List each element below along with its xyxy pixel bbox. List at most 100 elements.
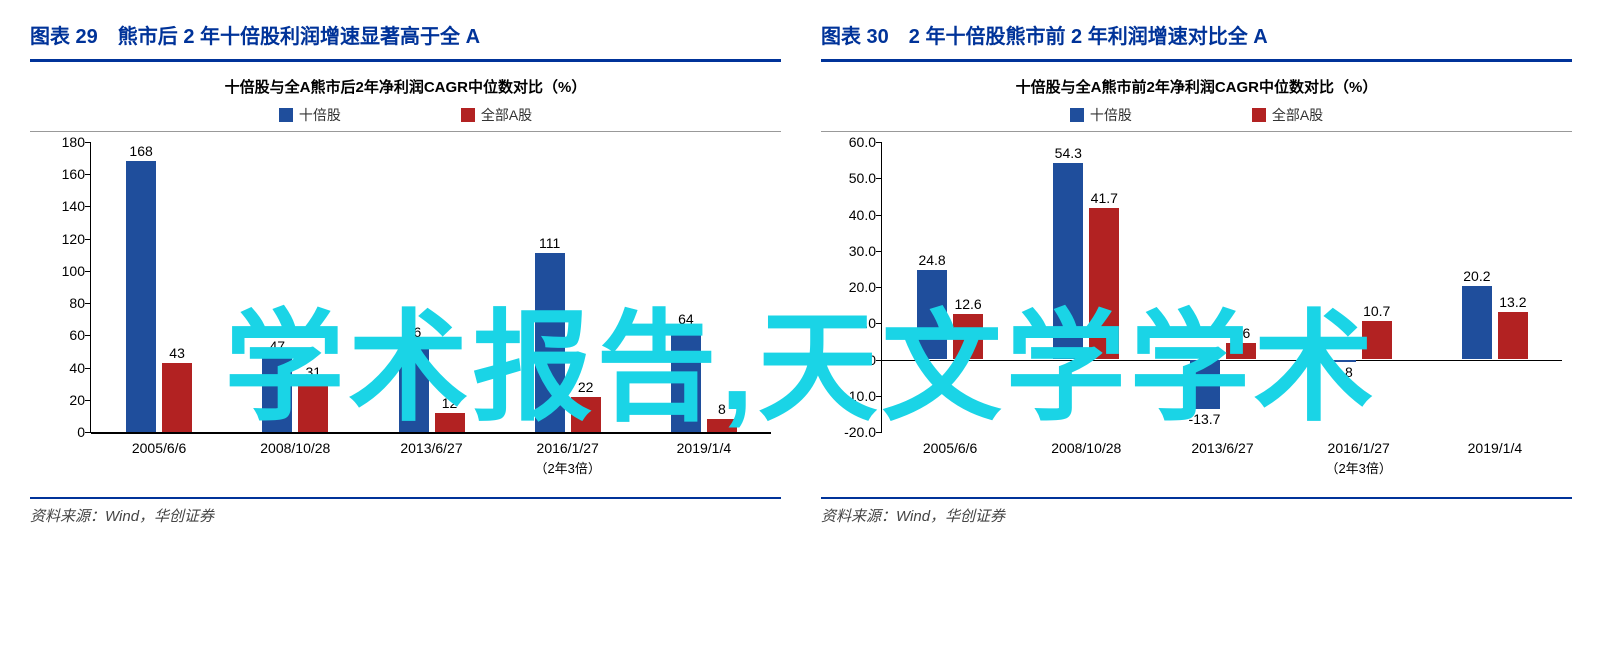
bar (126, 161, 156, 432)
bar (1190, 360, 1220, 410)
y-tick-label: 60 (41, 327, 85, 343)
y-tick-mark (876, 215, 882, 216)
y-tick-label: 80 (41, 295, 85, 311)
y-tick-mark (85, 271, 91, 272)
y-tick-label: -10.0 (832, 388, 876, 404)
bar-value-label: 24.8 (918, 252, 945, 268)
y-tick-label: 180 (41, 134, 85, 150)
y-tick-mark (85, 400, 91, 401)
y-tick-mark (85, 206, 91, 207)
left-panel-title: 图表 29 熊市后 2 年十倍股利润增速显著高于全 A (30, 20, 781, 62)
bar (399, 342, 429, 432)
y-tick-mark (85, 335, 91, 336)
y-tick-mark (876, 432, 882, 433)
bar-value-label: 41.7 (1091, 190, 1118, 206)
x-tick-label: 2008/10/28 (1051, 440, 1121, 456)
right-legend: 十倍股 全部A股 (821, 105, 1572, 125)
x-tick-sublabel: （2年3倍） (1325, 458, 1391, 477)
legend-swatch (1252, 108, 1266, 122)
bar-value-label: 31 (306, 364, 322, 380)
bar (1226, 343, 1256, 360)
bar (298, 382, 328, 432)
bar-value-label: 64 (678, 311, 694, 327)
right-chart-title: 十倍股与全A熊市前2年净利润CAGR中位数对比（%） (821, 76, 1572, 97)
bar (1362, 321, 1392, 360)
bar-value-label: 13.2 (1499, 294, 1526, 310)
y-tick-label: 0.0 (832, 352, 876, 368)
legend-swatch (279, 108, 293, 122)
x-tick-label: 2005/6/6 (923, 440, 978, 456)
bar-value-label: 20.2 (1463, 268, 1490, 284)
right-chart-area: -20.0-10.00.010.020.030.040.050.060.024.… (821, 131, 1572, 491)
x-tick-label: 2019/1/4 (677, 440, 732, 456)
legend-item: 十倍股 (1070, 105, 1132, 125)
bar (1326, 360, 1356, 363)
x-tick-label: 2016/1/27（2年3倍） (534, 440, 600, 477)
y-tick-mark (876, 251, 882, 252)
left-panel: 图表 29 熊市后 2 年十倍股利润增速显著高于全 A 十倍股与全A熊市后2年净… (30, 20, 781, 526)
legend-label: 十倍股 (299, 105, 341, 125)
bar-value-label: 54.3 (1055, 145, 1082, 161)
bar-value-label: 56 (406, 324, 422, 340)
y-tick-label: 140 (41, 198, 85, 214)
y-tick-mark (85, 368, 91, 369)
bar (162, 363, 192, 432)
left-legend: 十倍股 全部A股 (30, 105, 781, 125)
bar-value-label: 10.7 (1363, 303, 1390, 319)
y-tick-label: 0 (41, 424, 85, 440)
bar-value-label: 8 (718, 401, 726, 417)
x-tick-label: 2013/6/27 (400, 440, 462, 456)
bar-value-label: -13.7 (1189, 411, 1221, 427)
bar (707, 419, 737, 432)
legend-item: 全部A股 (1252, 105, 1323, 125)
x-tick-sublabel: （2年3倍） (534, 458, 600, 477)
bar (953, 314, 983, 360)
y-tick-mark (876, 323, 882, 324)
bar (1462, 286, 1492, 359)
x-axis-line (91, 432, 771, 434)
left-source: 资料来源：Wind，华创证券 (30, 505, 781, 526)
x-tick-label: 2005/6/6 (132, 440, 187, 456)
bar (671, 329, 701, 432)
bar (917, 270, 947, 360)
left-chart-area: 020406080100120140160180168432005/6/6473… (30, 131, 781, 491)
y-tick-mark (876, 142, 882, 143)
legend-label: 全部A股 (1272, 105, 1323, 125)
bar-value-label: 111 (539, 235, 560, 251)
bar (1089, 208, 1119, 359)
legend-label: 全部A股 (481, 105, 532, 125)
legend-label: 十倍股 (1090, 105, 1132, 125)
right-source: 资料来源：Wind，华创证券 (821, 505, 1572, 526)
bar-value-label: 12 (442, 395, 458, 411)
y-tick-label: 40.0 (832, 207, 876, 223)
bar (262, 356, 292, 432)
legend-swatch (461, 108, 475, 122)
bar (571, 397, 601, 432)
x-tick-label: 2013/6/27 (1191, 440, 1253, 456)
bar (535, 253, 565, 432)
y-tick-mark (85, 174, 91, 175)
bar-value-label: 43 (169, 345, 185, 361)
y-tick-label: 120 (41, 231, 85, 247)
right-plot: -20.0-10.00.010.020.030.040.050.060.024.… (881, 142, 1562, 431)
right-panel: 图表 30 2 年十倍股熊市前 2 年利润增速对比全 A 十倍股与全A熊市前2年… (821, 20, 1572, 526)
legend-item: 十倍股 (279, 105, 341, 125)
bar-value-label: 12.6 (954, 296, 981, 312)
y-tick-mark (876, 287, 882, 288)
y-tick-label: 20 (41, 392, 85, 408)
y-tick-mark (876, 178, 882, 179)
y-tick-mark (876, 396, 882, 397)
y-tick-label: 30.0 (832, 243, 876, 259)
right-panel-title: 图表 30 2 年十倍股熊市前 2 年利润增速对比全 A (821, 20, 1572, 62)
y-tick-label: 10.0 (832, 315, 876, 331)
legend-swatch (1070, 108, 1084, 122)
y-tick-label: 100 (41, 263, 85, 279)
bar (435, 413, 465, 432)
legend-item: 全部A股 (461, 105, 532, 125)
y-tick-mark (85, 142, 91, 143)
bar (1498, 312, 1528, 360)
bar-value-label: -0.8 (1329, 364, 1353, 380)
y-tick-mark (85, 303, 91, 304)
bar-value-label: 47 (270, 338, 286, 354)
y-tick-label: 40 (41, 360, 85, 376)
